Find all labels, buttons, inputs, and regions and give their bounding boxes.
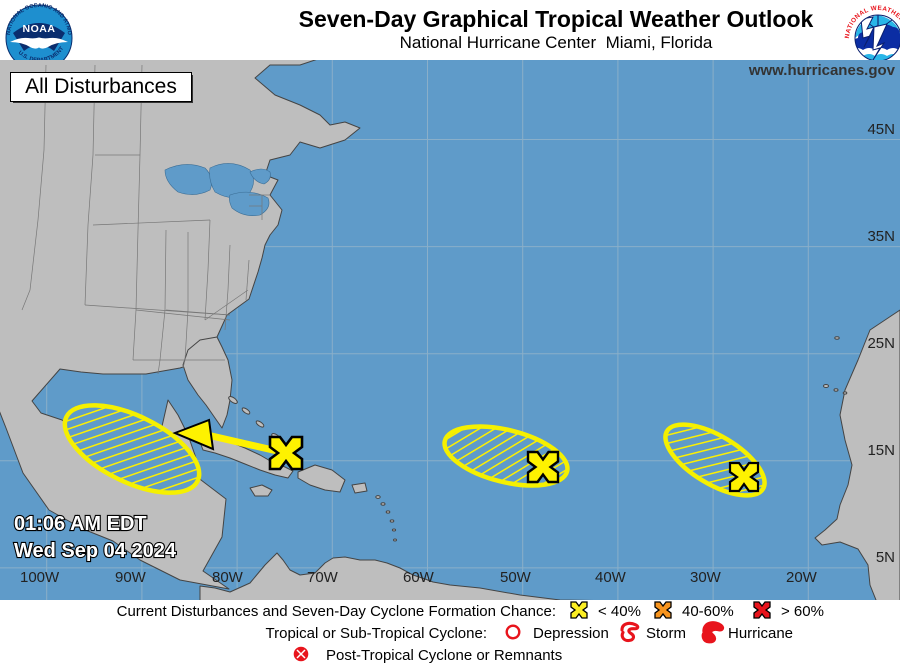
svg-text:100W: 100W	[20, 569, 60, 586]
svg-text:20W: 20W	[786, 569, 818, 586]
svg-text:60W: 60W	[403, 569, 435, 586]
svg-text:Wed Sep 04 2024: Wed Sep 04 2024	[14, 540, 177, 562]
svg-text:Current Disturbances and Seven: Current Disturbances and Seven-Day Cyclo…	[117, 603, 556, 620]
svg-text:40-60%: 40-60%	[682, 603, 734, 620]
svg-text:NOAA: NOAA	[23, 23, 56, 35]
svg-text:01:06 AM EDT: 01:06 AM EDT	[14, 513, 147, 535]
svg-text:Hurricane: Hurricane	[728, 625, 793, 642]
svg-text:< 40%: < 40%	[598, 603, 641, 620]
svg-text:15N: 15N	[867, 442, 895, 459]
svg-text:35N: 35N	[867, 228, 895, 245]
svg-text:80W: 80W	[212, 569, 244, 586]
svg-text:Storm: Storm	[646, 625, 686, 642]
svg-text:Post-Tropical Cyclone or Remna: Post-Tropical Cyclone or Remnants	[326, 647, 562, 664]
svg-text:45N: 45N	[867, 121, 895, 138]
svg-text:5N: 5N	[876, 549, 895, 566]
svg-text:70W: 70W	[307, 569, 339, 586]
svg-text:40W: 40W	[595, 569, 627, 586]
svg-text:Depression: Depression	[533, 625, 609, 642]
svg-text:Tropical or Sub-Tropical Cyclo: Tropical or Sub-Tropical Cyclone:	[266, 625, 487, 642]
svg-text:50W: 50W	[500, 569, 532, 586]
svg-text:25N: 25N	[867, 335, 895, 352]
svg-text:90W: 90W	[115, 569, 147, 586]
svg-text:> 60%: > 60%	[781, 603, 824, 620]
svg-text:30W: 30W	[690, 569, 722, 586]
